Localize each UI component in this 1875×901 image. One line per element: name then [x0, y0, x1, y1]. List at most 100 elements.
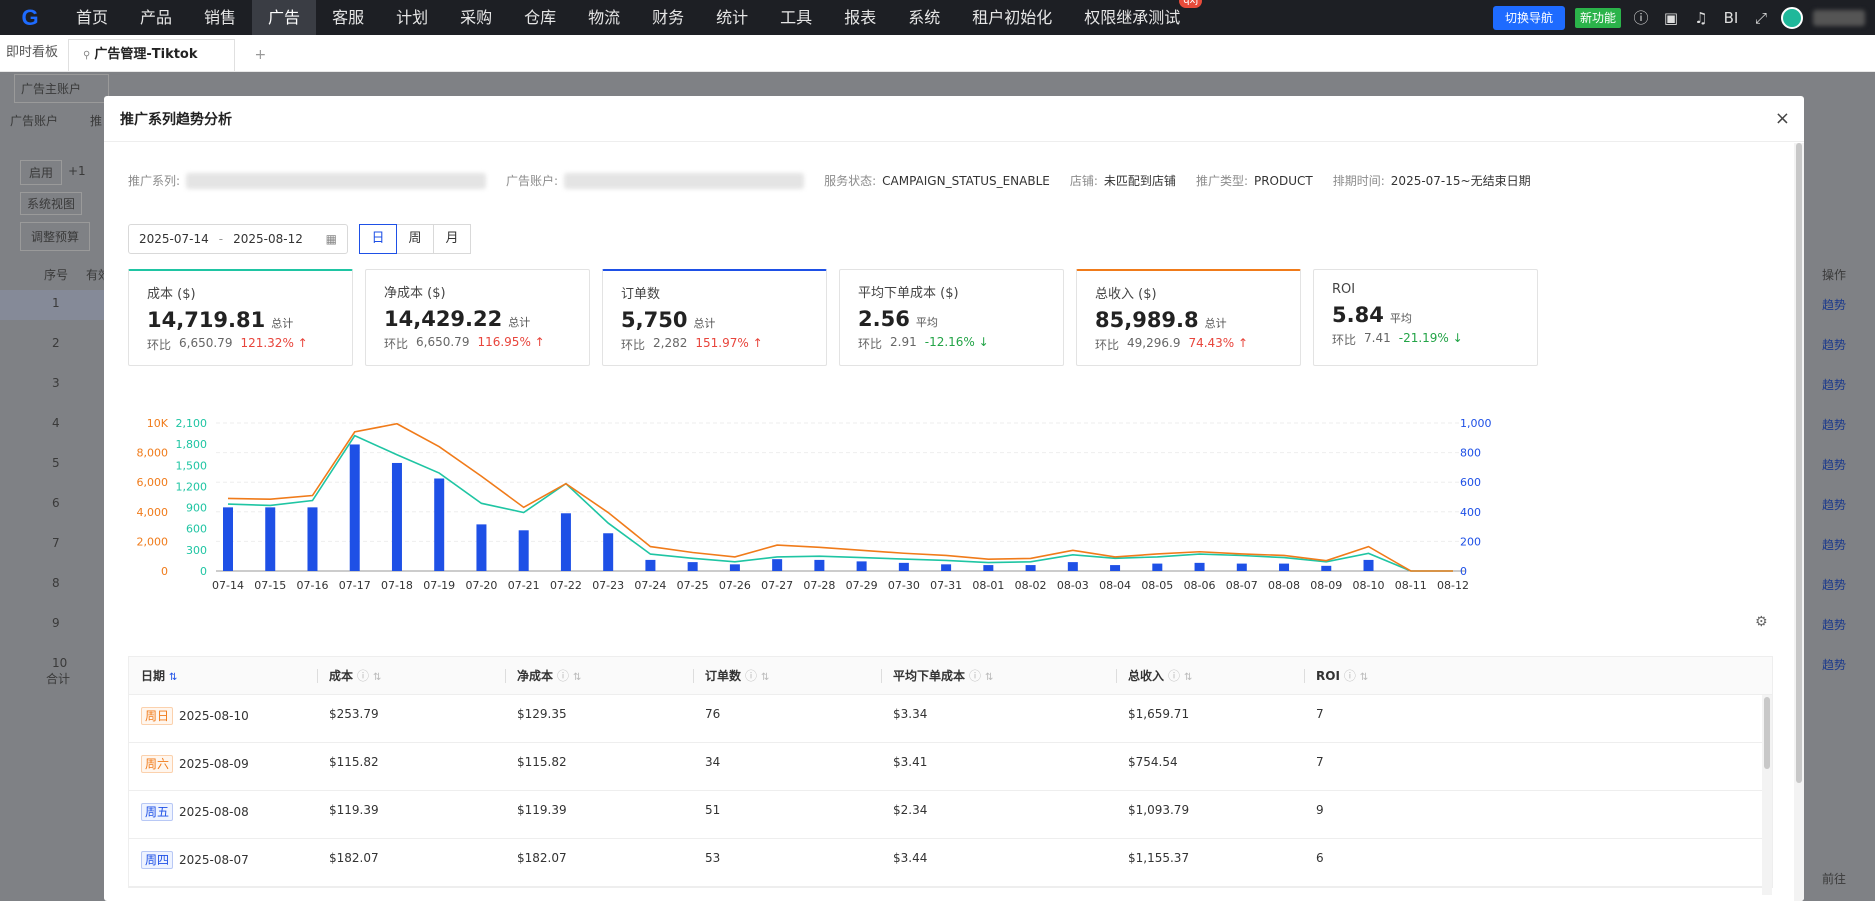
granularity-option[interactable]: 日 [359, 224, 397, 254]
add-tab-button[interactable]: + [254, 47, 267, 63]
shop-label: 店铺: [1069, 174, 1098, 188]
nav-item[interactable]: 统计 [700, 0, 764, 35]
x-tick-label: 08-04 [1099, 579, 1131, 592]
date-end[interactable]: 2025-08-12 [233, 232, 303, 246]
metric-compare: 环比 2,282 151.97% ↑ [621, 336, 808, 353]
modal-scroll-thumb[interactable] [1796, 143, 1802, 783]
y-tick-revenue: 4,000 [137, 506, 169, 519]
table-header-cell[interactable]: ROI ⓘ ⇅ [1304, 657, 1494, 695]
metric-card[interactable]: 净成本 ($) 14,429.22 总计 环比 6,650.79 116.95% ↑ [365, 269, 590, 366]
bg-row-number: 10 [52, 656, 68, 670]
cell-net: $129.35 [517, 707, 567, 721]
sort-icon[interactable]: ⇅ [573, 671, 582, 683]
bar-orders [1236, 563, 1247, 571]
account-label: 广告账户: [506, 174, 559, 188]
cell-cost: $119.39 [329, 803, 379, 817]
compare-change: 116.95% ↑ [477, 335, 545, 349]
calendar-check-icon[interactable]: ▣ [1663, 8, 1679, 27]
x-tick-label: 07-25 [677, 579, 709, 592]
calendar-icon[interactable]: ▦ [325, 232, 337, 246]
close-icon[interactable]: × [1774, 108, 1790, 129]
bi-link[interactable]: BI [1723, 8, 1739, 27]
app-logo[interactable]: G [21, 4, 39, 30]
nav-item[interactable]: 广告 [252, 0, 317, 35]
cell-roi: 7 [1316, 707, 1324, 721]
nav-item[interactable]: 报表 [828, 0, 892, 35]
metric-card[interactable]: 平均下单成本 ($) 2.56 平均 环比 2.91 -12.16% ↓ [839, 269, 1064, 366]
nav-item[interactable]: 首页 [60, 0, 124, 35]
date-start[interactable]: 2025-07-14 [139, 232, 209, 246]
sort-icon[interactable]: ⇅ [1359, 671, 1369, 683]
tab-dashboard[interactable]: 即时看板 [6, 45, 59, 60]
cell-cost: $182.07 [329, 851, 379, 865]
switch-nav-button[interactable]: 切换导航 [1492, 5, 1565, 30]
metric-unit: 总计 [271, 317, 294, 330]
gear-icon[interactable]: ⚙ [1755, 614, 1768, 630]
new-feature-button[interactable]: 新功能 [1574, 7, 1621, 28]
help-icon[interactable]: ⓘ [357, 668, 370, 683]
sort-icon[interactable]: ⇅ [169, 671, 178, 683]
table-header-cell[interactable]: 平均下单成本 ⓘ ⇅ [881, 657, 1116, 695]
table-row[interactable]: 周四 2025-08-07 $182.07 $182.07 53 $3.44 $1,155.… [129, 839, 1772, 887]
nav-item[interactable]: 物流 [572, 0, 636, 35]
metric-card[interactable]: 订单数 5,750 总计 环比 2,282 151.97% ↑ [602, 269, 827, 366]
y-tick-orders: 0 [1460, 565, 1467, 578]
sort-icon[interactable]: ⇅ [985, 671, 994, 683]
metric-unit: 总计 [693, 317, 716, 330]
sort-icon[interactable]: ⇅ [373, 671, 382, 683]
y-tick-revenue: 2,000 [137, 535, 169, 548]
nav-item[interactable]: 权限继承测试 qxj [1068, 0, 1203, 35]
metric-card[interactable]: 成本 ($) 14,719.81 总计 环比 6,650.79 121.32% ↑ [128, 269, 353, 366]
fullscreen-icon[interactable]: ⤢ [1754, 8, 1767, 27]
x-tick-label: 08-10 [1353, 579, 1385, 592]
nav-item[interactable]: 工具 [764, 0, 828, 35]
metric-card[interactable]: 总收入 ($) 85,989.8 总计 环比 49,296.9 74.43% ↑ [1076, 269, 1301, 366]
table-row[interactable]: 周五 2025-08-08 $119.39 $119.39 51 $2.34 $1,093.… [129, 791, 1772, 839]
help-icon[interactable]: ⓘ [1343, 668, 1356, 683]
help-icon[interactable]: ⓘ [557, 668, 570, 683]
metric-value: 14,429.22 [384, 307, 503, 331]
nav-item[interactable]: 仓库 [508, 0, 572, 35]
info-circle-icon[interactable]: ⓘ [1633, 9, 1649, 27]
nav-item[interactable]: 计划 [380, 0, 444, 35]
granularity-option[interactable]: 周 [396, 224, 434, 254]
date-range-picker[interactable]: 2025-07-14 - 2025-08-12 ▦ [128, 224, 348, 254]
bar-orders [1152, 563, 1163, 571]
cell-cost: $115.82 [329, 755, 379, 769]
table-header-cell[interactable]: 总收入 ⓘ ⇅ [1116, 657, 1304, 695]
avatar[interactable] [1781, 6, 1803, 29]
sort-icon[interactable]: ⇅ [1184, 671, 1193, 683]
tab-ad-management-tiktok[interactable]: ⚲ 广告管理-Tiktok [68, 39, 235, 71]
x-tick-label: 08-12 [1437, 579, 1469, 592]
table-header-cell[interactable]: 订单数 ⓘ ⇅ [693, 657, 881, 695]
help-icon[interactable]: ⓘ [1168, 668, 1181, 683]
nav-item[interactable]: 采购 [444, 0, 508, 35]
nav-item[interactable]: 系统 [892, 0, 956, 35]
help-icon[interactable]: ⓘ [745, 668, 758, 683]
table-scrollbar[interactable] [1762, 695, 1772, 895]
table-header-cell[interactable]: 成本 ⓘ ⇅ [317, 657, 505, 695]
bell-icon[interactable]: ♫ [1694, 8, 1708, 27]
table-row[interactable]: 周六 2025-08-09 $115.82 $115.82 34 $3.41 $754.54… [129, 743, 1772, 791]
nav-item-label: 统计 [716, 8, 749, 27]
y-tick-cost: 0 [200, 565, 207, 578]
sort-icon[interactable]: ⇅ [761, 671, 770, 683]
user-name-blurred[interactable] [1813, 9, 1865, 26]
table-scroll-thumb[interactable] [1764, 697, 1770, 769]
header-label: 日期 [141, 668, 166, 683]
nav-item[interactable]: 租户初始化 [956, 0, 1068, 35]
nav-item-label: 系统 [908, 8, 941, 27]
nav-item[interactable]: 销售 [188, 0, 252, 35]
table-header-cell[interactable]: 净成本 ⓘ ⇅ [505, 657, 693, 695]
table-header-cell[interactable]: 日期 ⇅ [129, 657, 317, 695]
x-tick-label: 07-20 [465, 579, 497, 592]
table-row[interactable]: 周日 2025-08-10 $253.79 $129.35 76 $3.34 $1,659.… [129, 695, 1772, 743]
nav-item[interactable]: 产品 [124, 0, 188, 35]
modal-scrollbar[interactable] [1794, 143, 1804, 901]
nav-item[interactable]: 财务 [636, 0, 700, 35]
nav-item[interactable]: 客服 [316, 0, 380, 35]
granularity-option[interactable]: 月 [433, 224, 471, 254]
help-icon[interactable]: ⓘ [969, 668, 982, 683]
metric-card[interactable]: ROI 5.84 平均 环比 7.41 -21.19% ↓ [1313, 269, 1538, 366]
x-tick-label: 08-07 [1226, 579, 1258, 592]
